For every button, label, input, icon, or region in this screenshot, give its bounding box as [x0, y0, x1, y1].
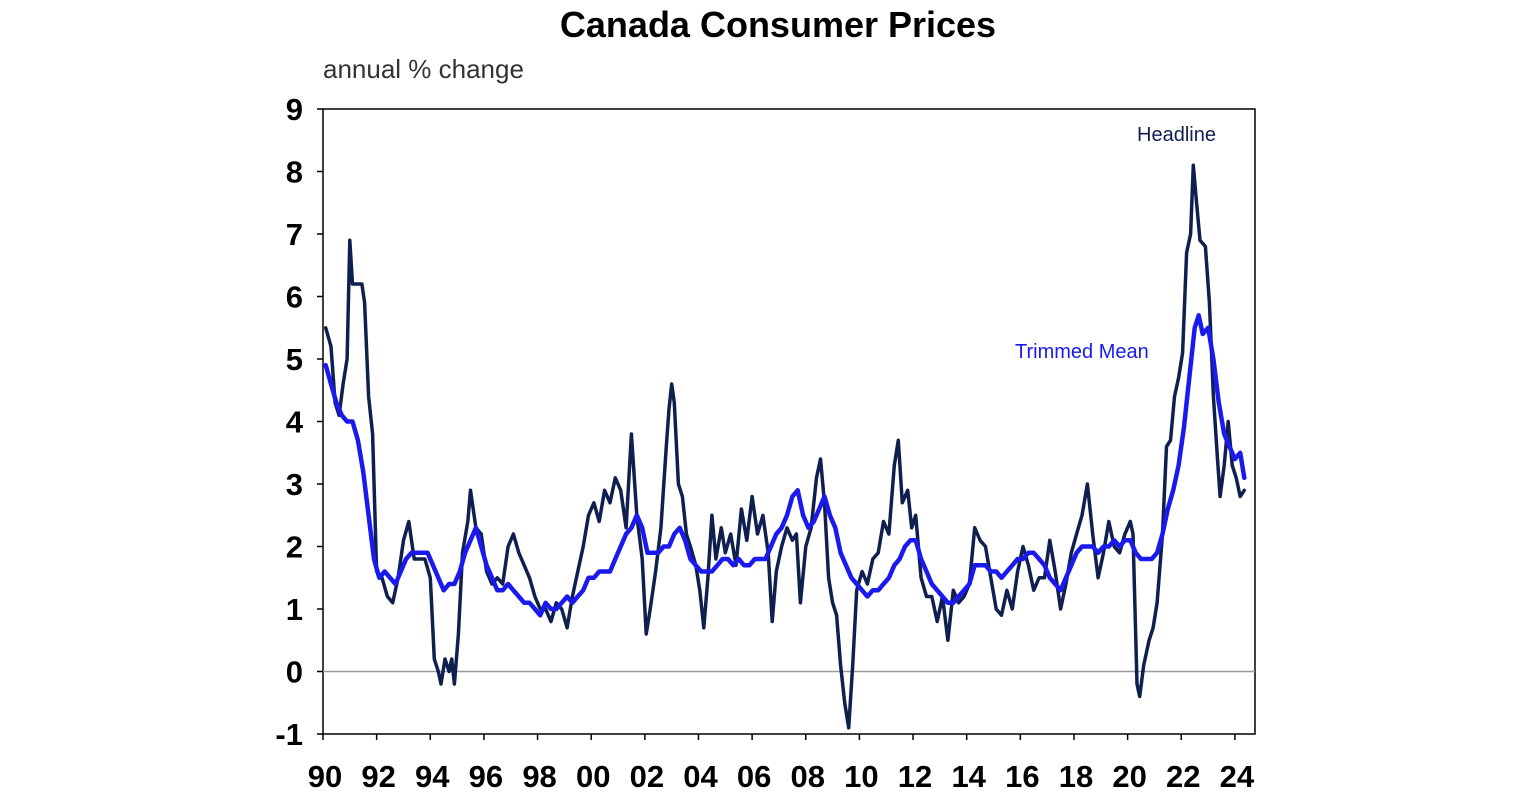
y-tick-label: -1: [275, 717, 303, 752]
y-tick-label: 5: [286, 342, 303, 377]
x-tick-label: 08: [791, 759, 825, 794]
y-tick-label: 3: [286, 467, 303, 502]
y-axis-ticks: -1 0 1 2 3 4 5 6 7 8 9: [275, 92, 323, 752]
x-tick-label: 16: [1005, 759, 1039, 794]
x-tick-label: 06: [737, 759, 771, 794]
y-tick-label: 1: [286, 592, 303, 627]
x-tick-label: 92: [361, 759, 395, 794]
headline-series-label: Headline: [1137, 124, 1216, 146]
plot-frame: [322, 108, 1256, 735]
y-tick-label: 7: [286, 217, 303, 252]
x-tick-label: 04: [683, 759, 718, 794]
y-tick-label: 9: [286, 92, 303, 127]
x-tick-label: 94: [415, 759, 450, 794]
x-tick-label: 18: [1059, 759, 1093, 794]
x-tick-label: 98: [522, 759, 556, 794]
x-tick-label: 90: [308, 759, 342, 794]
y-tick-label: 0: [286, 655, 303, 690]
x-tick-label: 14: [951, 759, 986, 794]
x-axis-ticks: 90 92 94 96 98 00 02 04 06 08 10 12 14 16 18 20 22 24: [308, 734, 1255, 794]
y-tick-label: 8: [286, 155, 303, 190]
x-tick-label: 00: [576, 759, 610, 794]
trimmed-mean-series-line: [323, 313, 1247, 618]
x-tick-label: 24: [1220, 759, 1255, 794]
series-lines: [323, 163, 1247, 730]
y-tick-label: 6: [286, 280, 303, 315]
y-tick-label: 2: [286, 530, 303, 565]
x-tick-label: 20: [1112, 759, 1146, 794]
headline-series-line: [323, 163, 1247, 730]
y-axis-label: annual % change: [323, 54, 524, 84]
x-tick-label: 10: [844, 759, 878, 794]
x-tick-label: 12: [898, 759, 932, 794]
y-tick-label: 4: [286, 405, 304, 440]
x-tick-label: 22: [1166, 759, 1200, 794]
x-tick-label: 02: [630, 759, 664, 794]
trimmed-mean-series-label: Trimmed Mean: [1015, 341, 1149, 363]
x-tick-label: 96: [469, 759, 503, 794]
chart-title: Canada Consumer Prices: [560, 4, 996, 45]
